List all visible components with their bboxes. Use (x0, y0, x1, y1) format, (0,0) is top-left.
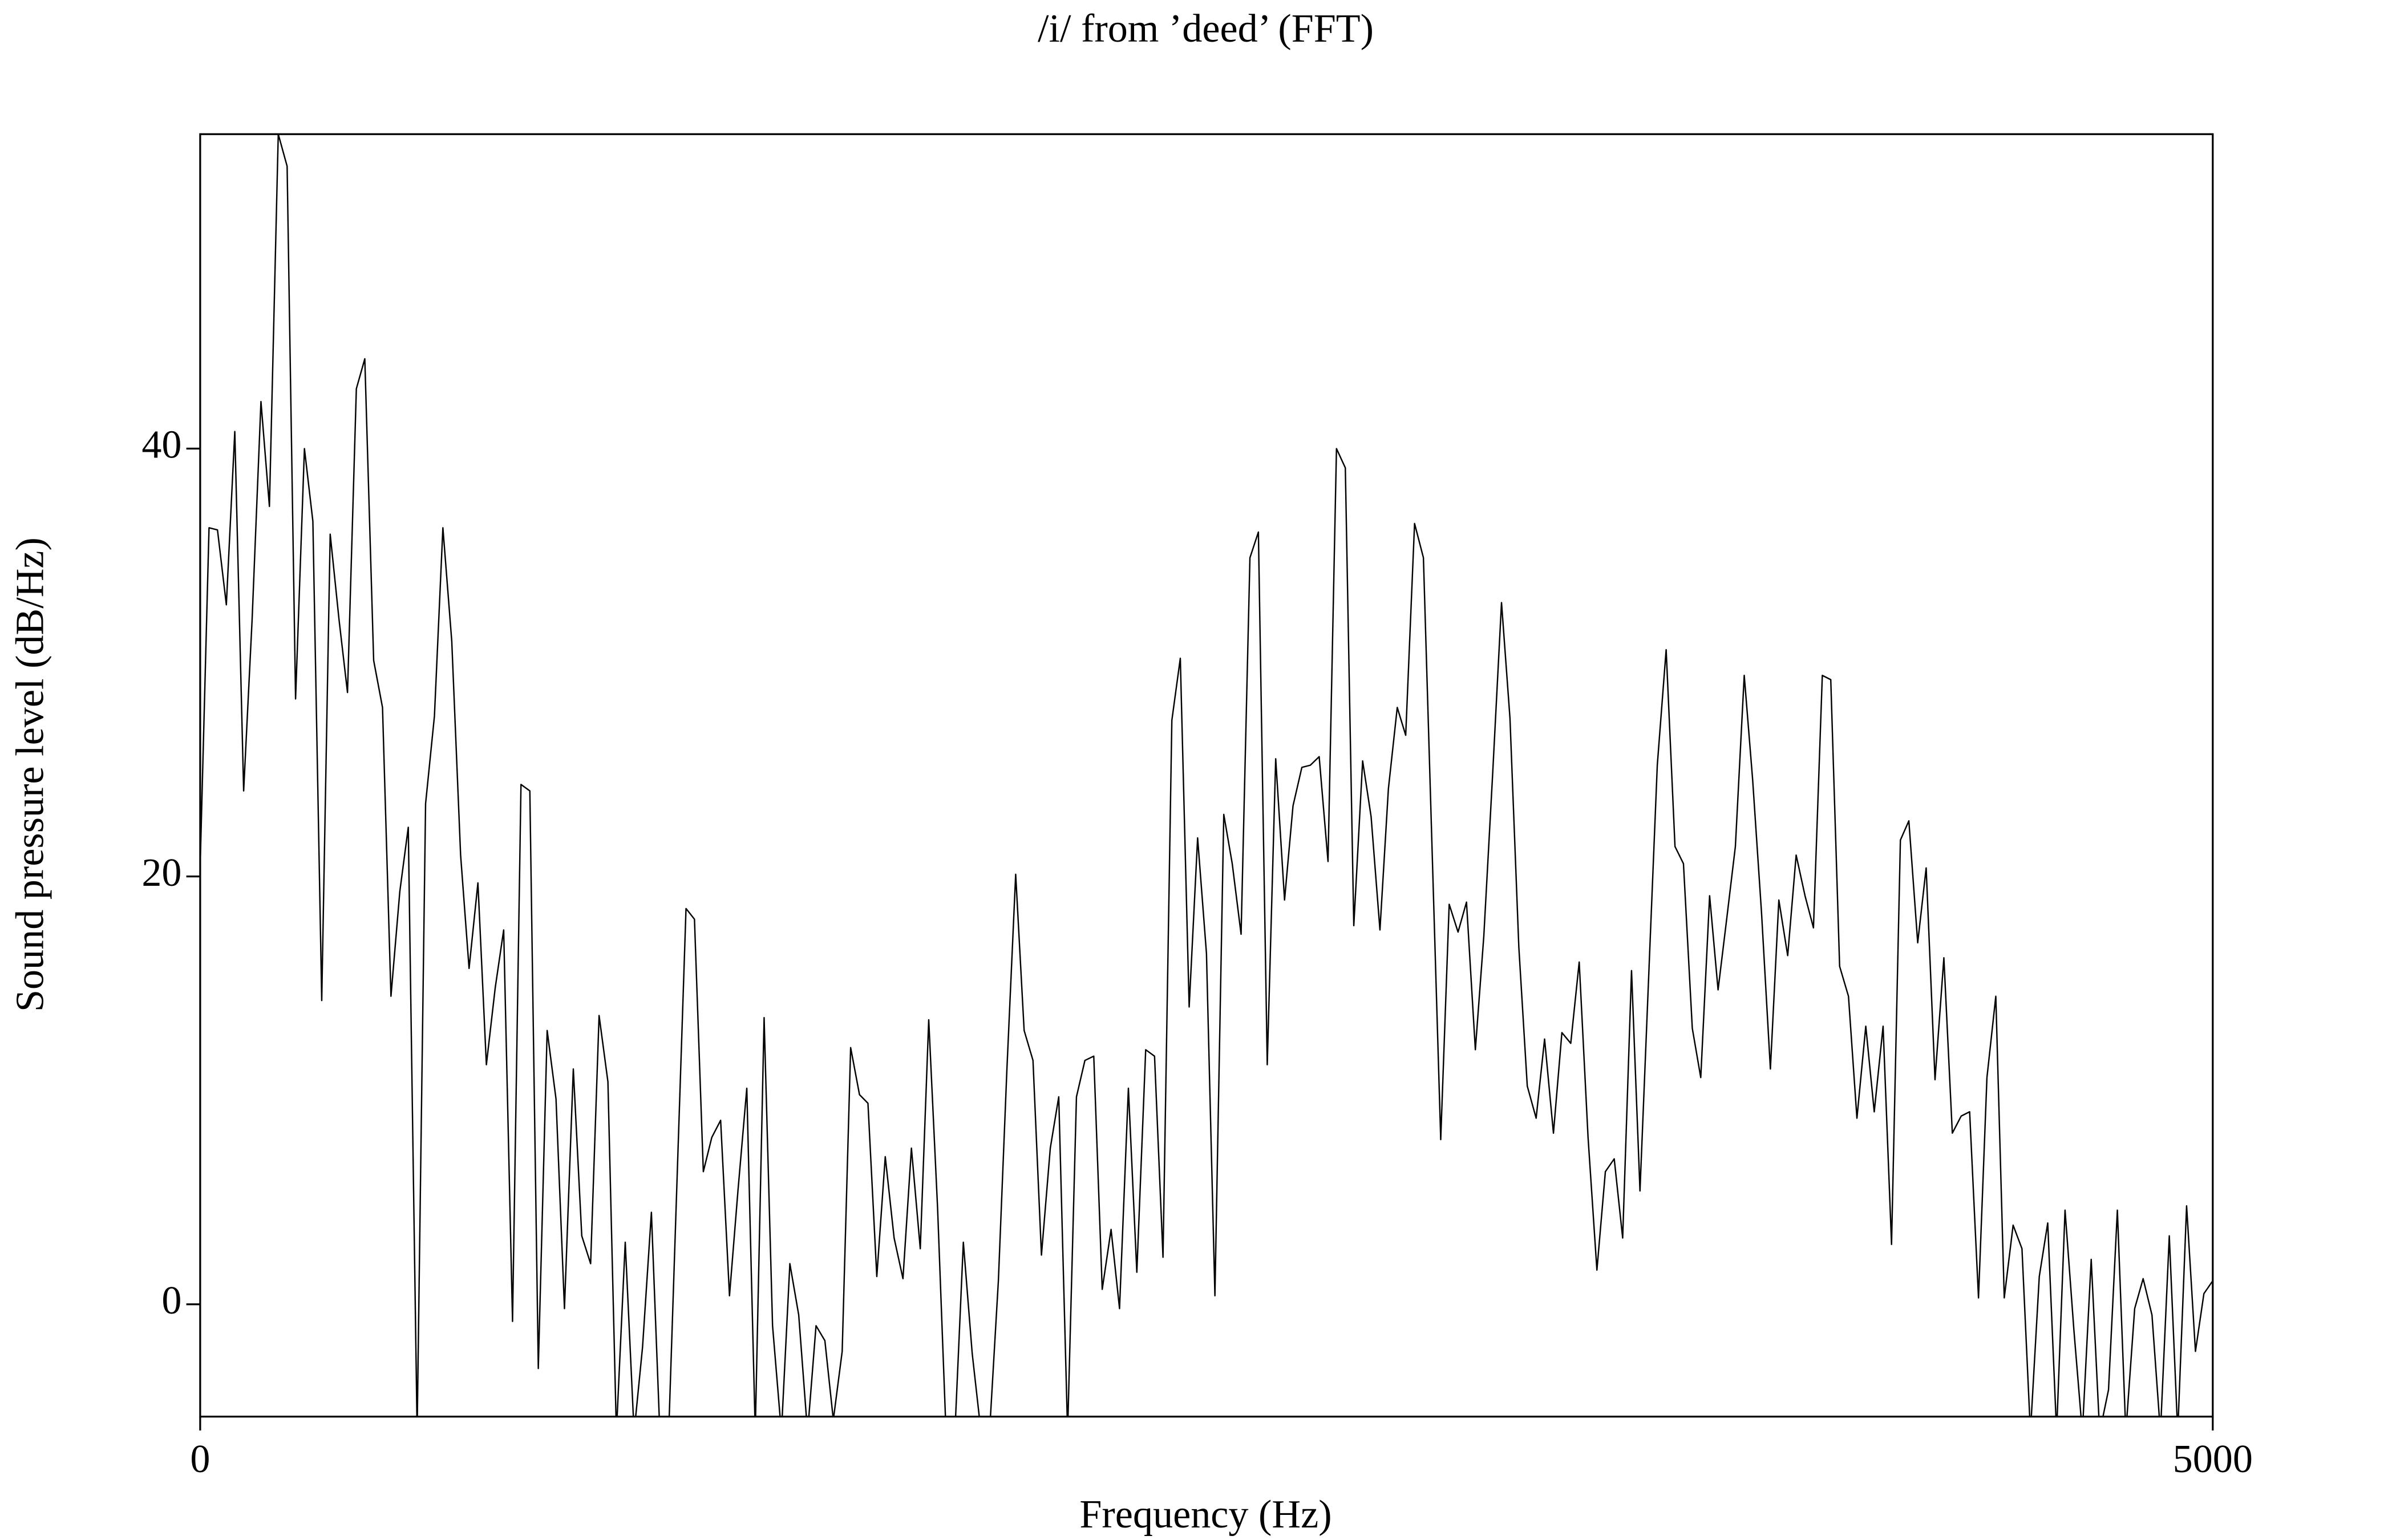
x-tick-label: 0 (190, 1437, 210, 1481)
plot-frame (199, 133, 2214, 1418)
y-tick-label: 20 (141, 850, 181, 895)
y-tick-label: 0 (161, 1278, 181, 1323)
y-axis-label: Sound pressure level (dB/Hz) (7, 537, 52, 1012)
x-axis-label: Frequency (Hz) (1079, 1492, 1331, 1537)
y-tick-label: 40 (141, 423, 181, 467)
spectrum-line (200, 134, 2213, 1417)
plot-area (200, 134, 2213, 1417)
chart-title: /i/ from ’deed’ (FFT) (1038, 6, 1374, 51)
x-tick-label: 5000 (2173, 1437, 2253, 1481)
